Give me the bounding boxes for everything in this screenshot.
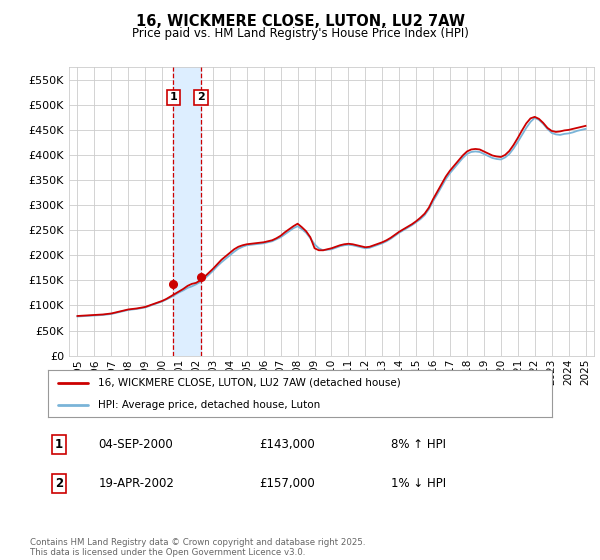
- Text: 1: 1: [170, 92, 178, 102]
- Text: Price paid vs. HM Land Registry's House Price Index (HPI): Price paid vs. HM Land Registry's House …: [131, 27, 469, 40]
- Bar: [173, 67, 201, 356]
- Text: 16, WICKMERE CLOSE, LUTON, LU2 7AW: 16, WICKMERE CLOSE, LUTON, LU2 7AW: [136, 14, 464, 29]
- Text: £157,000: £157,000: [260, 477, 316, 490]
- Text: 16, WICKMERE CLOSE, LUTON, LU2 7AW (detached house): 16, WICKMERE CLOSE, LUTON, LU2 7AW (deta…: [98, 378, 401, 388]
- Text: 04-SEP-2000: 04-SEP-2000: [98, 438, 173, 451]
- Text: 8% ↑ HPI: 8% ↑ HPI: [391, 438, 446, 451]
- Text: Contains HM Land Registry data © Crown copyright and database right 2025.
This d: Contains HM Land Registry data © Crown c…: [30, 538, 365, 557]
- Text: 2: 2: [197, 92, 205, 102]
- Text: 1% ↓ HPI: 1% ↓ HPI: [391, 477, 446, 490]
- Text: HPI: Average price, detached house, Luton: HPI: Average price, detached house, Luto…: [98, 400, 320, 410]
- Text: 19-APR-2002: 19-APR-2002: [98, 477, 174, 490]
- Text: £143,000: £143,000: [260, 438, 316, 451]
- Text: 2: 2: [55, 477, 63, 490]
- Text: 1: 1: [55, 438, 63, 451]
